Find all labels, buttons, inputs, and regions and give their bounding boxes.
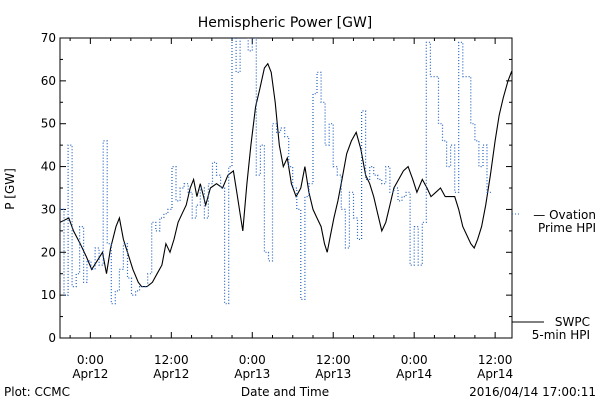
series-ovation-prime-line <box>60 38 492 305</box>
y-tick-label: 30 <box>41 202 56 216</box>
x-tick-date: Apr13 <box>315 367 351 381</box>
y-tick-label: 70 <box>41 31 56 45</box>
x-tick-date: Apr14 <box>477 367 513 381</box>
x-tick-time: 0:00 <box>401 353 428 367</box>
y-tick-label: 40 <box>41 160 56 174</box>
legend-swpc-label-2: 5-min HPI <box>532 328 590 342</box>
legend-swpc-label: SWPC <box>555 315 590 329</box>
y-tick-label: 60 <box>41 74 56 88</box>
series-lines <box>60 38 512 305</box>
x-tick-date: Apr13 <box>234 367 270 381</box>
legend-ovation-label-2: Prime HPI <box>538 221 596 235</box>
series-swpc-line <box>60 62 512 288</box>
x-tick-time: 0:00 <box>239 353 266 367</box>
x-tick-time: 0:00 <box>77 353 104 367</box>
y-axis-label: P [GW] <box>3 168 17 210</box>
x-axis-label: Date and Time <box>241 385 329 399</box>
x-tick-time: 12:00 <box>316 353 351 367</box>
x-tick-date: Apr12 <box>72 367 108 381</box>
plot-frame <box>59 37 513 339</box>
footer-timestamp: 2016/04/14 17:00:11 <box>469 385 596 399</box>
x-tick-time: 12:00 <box>154 353 189 367</box>
y-tick-label: 0 <box>48 331 56 345</box>
y-tick-label: 50 <box>41 117 56 131</box>
legend-ovation-label: — Ovation <box>533 208 596 222</box>
axis-ticks: 0102030405060700:00Apr1212:00Apr120:00Ap… <box>41 31 513 381</box>
x-tick-date: Apr12 <box>153 367 189 381</box>
x-tick-date: Apr14 <box>396 367 432 381</box>
x-tick-time: 12:00 <box>478 353 513 367</box>
y-tick-label: 20 <box>41 245 56 259</box>
y-tick-label: 10 <box>41 288 56 302</box>
chart-title: Hemispheric Power [GW] <box>198 15 373 31</box>
footer-credit: Plot: CCMC <box>4 385 70 399</box>
